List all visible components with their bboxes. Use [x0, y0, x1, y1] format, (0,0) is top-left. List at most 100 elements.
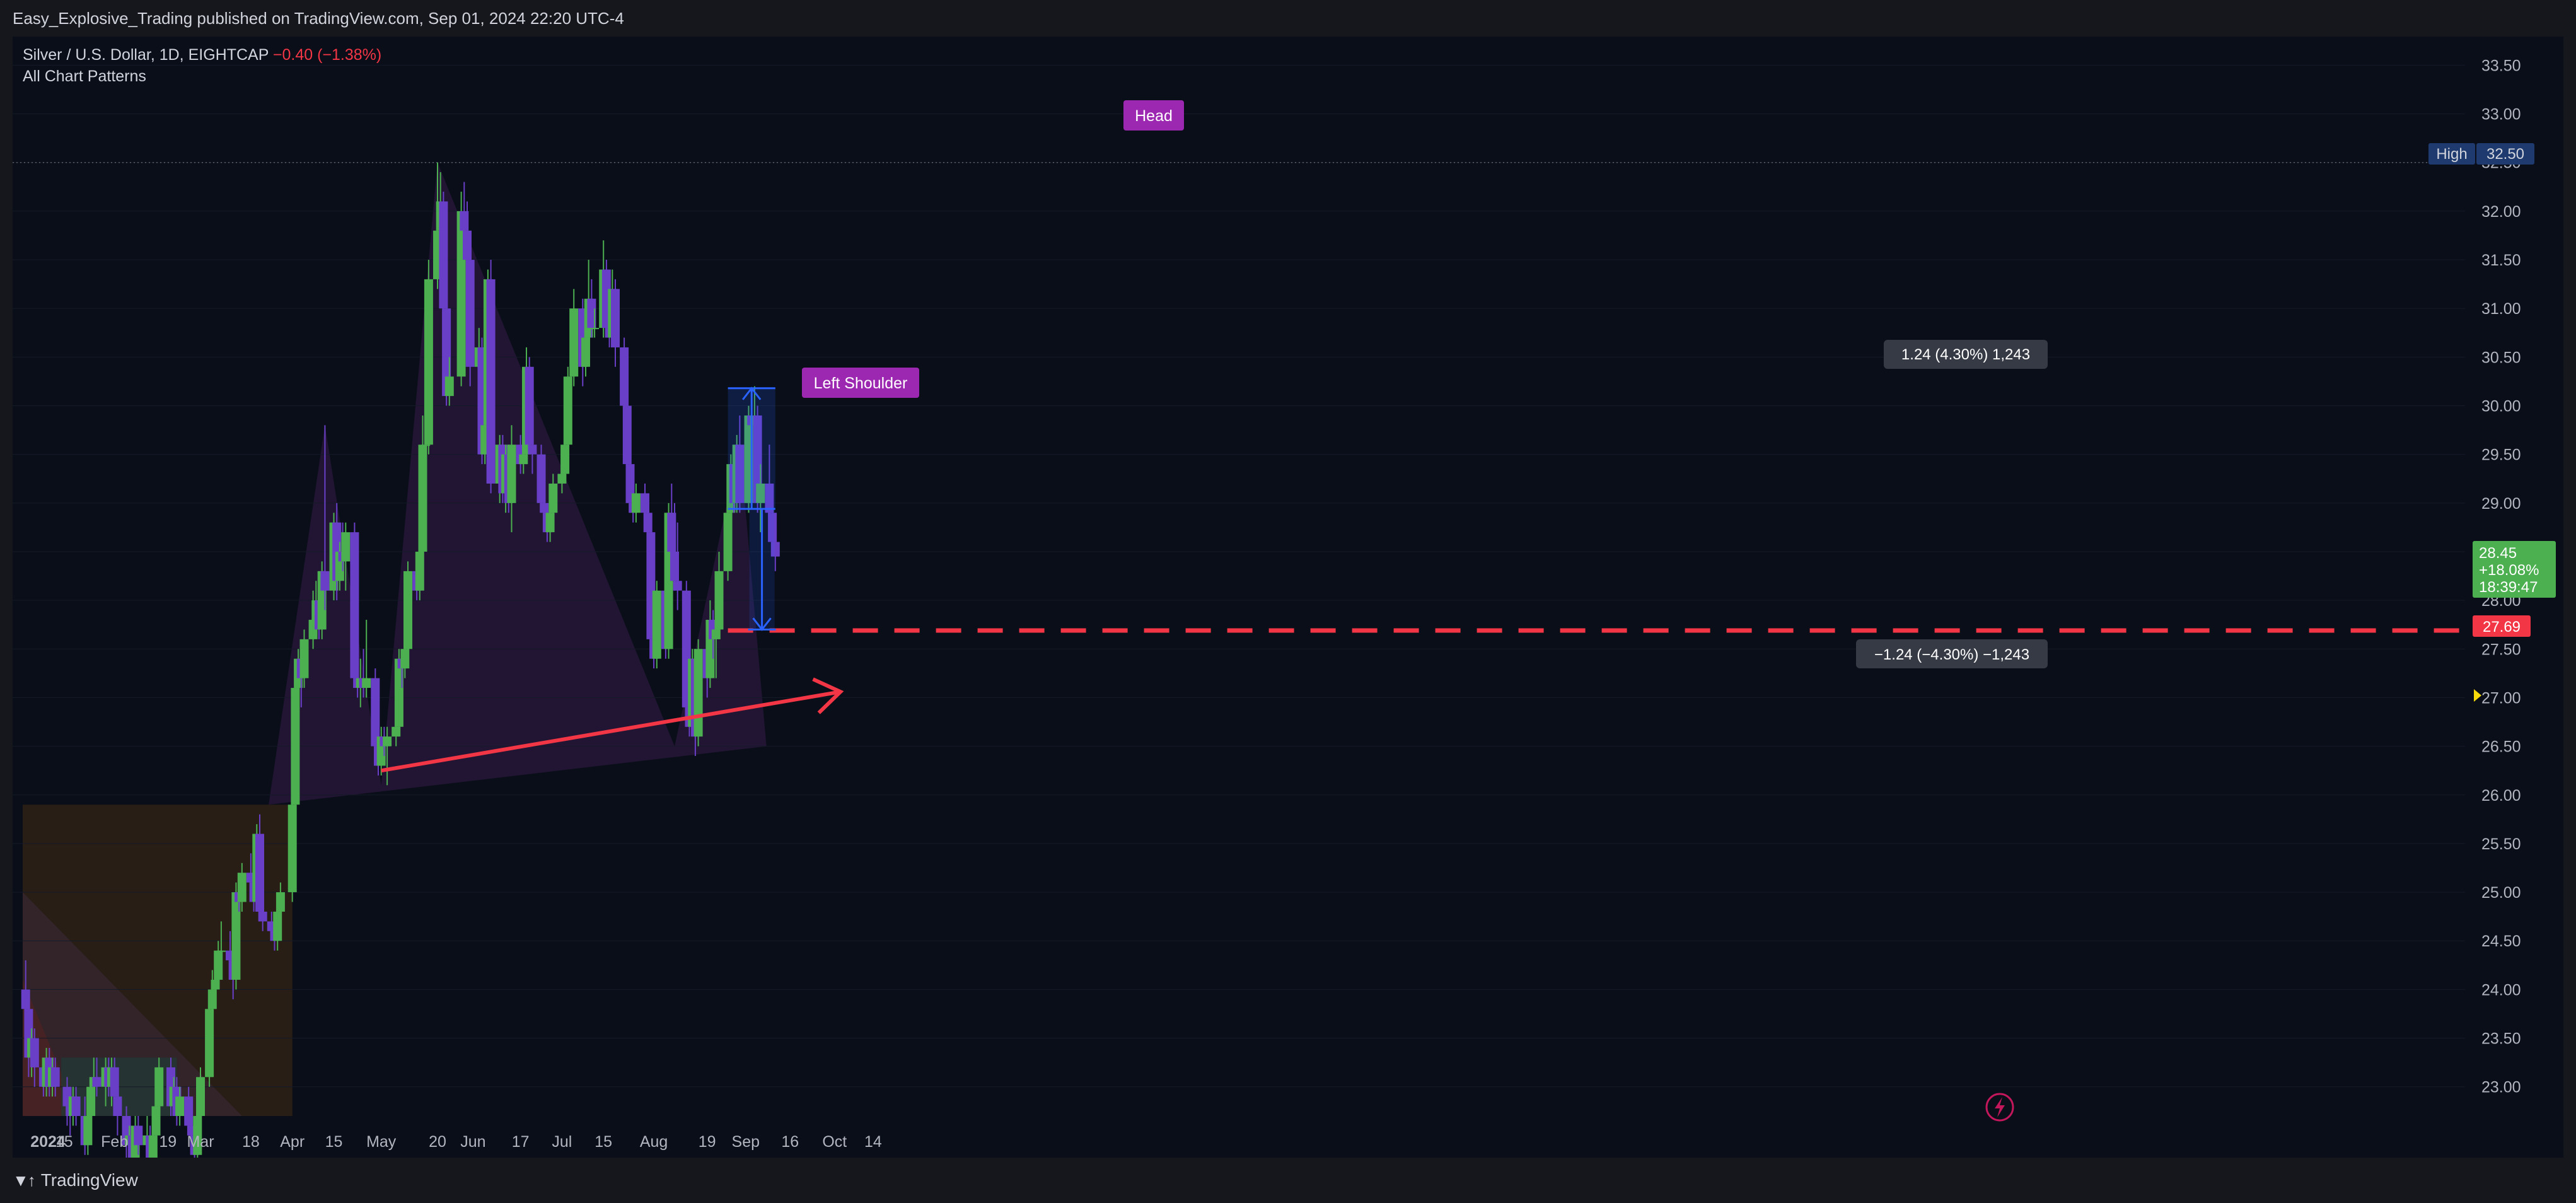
candle-body — [207, 989, 217, 1009]
candle — [723, 503, 733, 581]
top-bar: Easy_Explosive_Trading published on Trad… — [0, 0, 2576, 37]
candle — [205, 999, 214, 1087]
target-price-tag: 27.69 — [2473, 615, 2531, 637]
target-price-value: 27.69 — [2483, 619, 2521, 636]
price-tick-label: 30.50 — [2481, 349, 2521, 366]
candle-body — [392, 726, 401, 737]
lightning-icon[interactable] — [1985, 1093, 2014, 1122]
candle — [237, 863, 247, 912]
candle-body — [113, 1096, 122, 1116]
candle-body — [83, 1116, 93, 1146]
price-tick-label: 25.00 — [2481, 884, 2521, 902]
time-tick-label: 2024 — [30, 1133, 66, 1151]
candle-body — [231, 892, 241, 980]
time-tick-label: Mar — [187, 1133, 214, 1151]
price-tick-label: 31.00 — [2481, 300, 2521, 318]
candle-body — [291, 688, 300, 805]
candle — [444, 357, 454, 406]
candle-body — [622, 405, 632, 465]
candle-body — [756, 483, 765, 503]
candle — [770, 532, 780, 571]
candle-body — [258, 911, 267, 922]
candle — [383, 726, 392, 786]
candle-body — [519, 454, 528, 465]
last-close-marker-icon — [2474, 689, 2481, 702]
candle-body — [620, 347, 629, 406]
candle-body — [151, 1106, 161, 1136]
price-tick-label: 26.00 — [2481, 787, 2521, 805]
candle — [291, 678, 300, 815]
head-text: Head — [1135, 107, 1173, 125]
time-tick-label: 17 — [512, 1133, 530, 1151]
candle — [424, 260, 433, 455]
candle-body — [670, 551, 679, 581]
candle-body — [421, 445, 431, 446]
candle-body — [723, 513, 733, 571]
high-tag-value: 32.50 — [2486, 146, 2524, 163]
head-label: Head — [1123, 100, 1184, 131]
time-tick-label: 18 — [242, 1133, 260, 1151]
candle-body — [71, 1096, 81, 1116]
candle — [30, 1028, 39, 1087]
candle — [362, 620, 371, 698]
candle — [673, 522, 682, 610]
candle-body — [557, 474, 567, 484]
candle-body — [641, 493, 649, 513]
candle — [154, 1057, 164, 1116]
candle — [667, 483, 676, 562]
price-tick-label: 29.00 — [2481, 495, 2521, 513]
candle — [622, 396, 632, 474]
grid — [13, 64, 2465, 1088]
candle — [320, 425, 330, 610]
candle — [537, 445, 546, 513]
candle-body — [652, 590, 661, 659]
candle — [693, 639, 703, 747]
measure-down-label: −1.24 (−4.30%) −1,243 — [1856, 639, 2048, 668]
candle-body — [394, 658, 403, 727]
candle-body — [768, 513, 777, 542]
candle — [631, 483, 641, 523]
candle — [196, 1067, 205, 1126]
candle-body — [86, 1086, 96, 1116]
candle-body — [465, 260, 475, 367]
time-tick-label: 15 — [55, 1133, 73, 1151]
time-tick-label: Sep — [732, 1133, 760, 1151]
candle-body — [320, 571, 330, 591]
symbol-info[interactable]: Silver / U.S. Dollar, 1D, EIGHTCAP — [23, 46, 269, 64]
candle — [258, 902, 267, 931]
price-tick-label: 33.00 — [2481, 106, 2521, 124]
indicator-name[interactable]: All Chart Patterns — [23, 67, 146, 85]
time-tick-label: Oct — [822, 1133, 847, 1151]
time-tick-label: May — [366, 1133, 397, 1151]
candle-body — [673, 581, 682, 591]
candle — [463, 201, 472, 270]
time-tick-label: 20 — [429, 1133, 446, 1151]
candle — [548, 474, 558, 523]
price-tick-label: 30.00 — [2481, 398, 2521, 416]
candle — [670, 503, 679, 591]
measure-up-arrow-icon — [742, 386, 762, 400]
candle-body — [273, 911, 282, 941]
time-tick-label: Jun — [460, 1133, 485, 1151]
candle — [50, 1057, 60, 1097]
candle-body — [255, 834, 264, 912]
candle-body — [237, 873, 247, 902]
candle-body — [753, 415, 762, 503]
candle-body — [507, 445, 516, 503]
time-tick-label: 14 — [864, 1133, 882, 1151]
high-tag: High 32.50 — [2428, 143, 2534, 165]
price-tick-label: 23.50 — [2481, 1030, 2521, 1048]
candle-body — [444, 376, 454, 397]
candle — [507, 425, 516, 533]
candle — [486, 260, 496, 494]
candle — [714, 551, 724, 639]
candle-body — [424, 279, 433, 445]
brand[interactable]: ▼↑ TradingView — [13, 1170, 138, 1190]
candle-body — [415, 551, 424, 591]
candle-body — [560, 445, 570, 474]
candle-body — [581, 337, 590, 367]
candle-body — [350, 532, 359, 678]
candle-body — [184, 1096, 194, 1126]
